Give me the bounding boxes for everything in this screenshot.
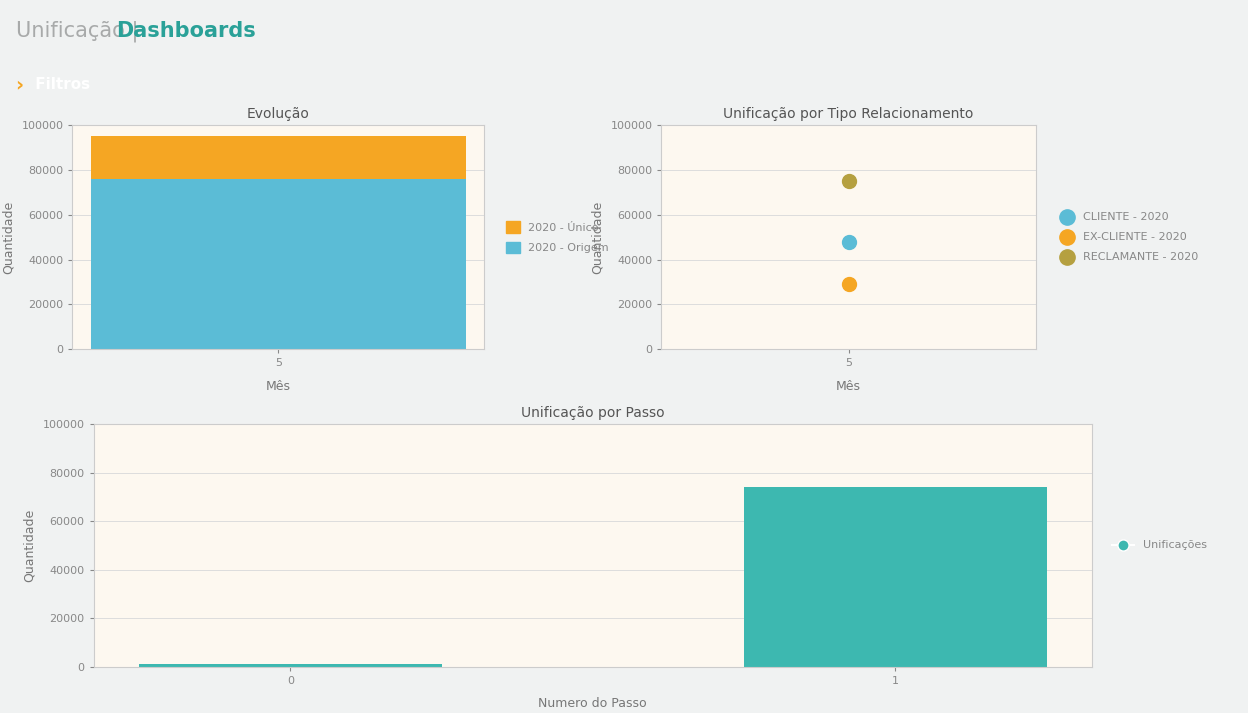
RECLAMANTE - 2020 (839, 175, 859, 187)
Title: Unificação por Tipo Relacionamento: Unificação por Tipo Relacionamento (724, 107, 973, 120)
Bar (744, 487, 1047, 667)
X-axis label: Mês: Mês (836, 379, 861, 393)
Y-axis label: Quantidade: Quantidade (1, 200, 15, 274)
EX-CLIENTE - 2020 (839, 279, 859, 290)
Text: Unificação |: Unificação | (16, 21, 145, 42)
Title: Unificação por Passo: Unificação por Passo (520, 406, 665, 420)
X-axis label: Mês: Mês (266, 379, 291, 393)
Y-axis label: Quantidade: Quantidade (590, 200, 604, 274)
Y-axis label: Quantidade: Quantidade (22, 509, 36, 582)
Title: Evolução: Evolução (247, 107, 310, 120)
Legend: Unificações: Unificações (1107, 536, 1212, 555)
Legend: CLIENTE - 2020, EX-CLIENTE - 2020, RECLAMANTE - 2020: CLIENTE - 2020, EX-CLIENTE - 2020, RECLA… (1056, 212, 1198, 262)
Text: Dashboards: Dashboards (116, 21, 256, 41)
X-axis label: Numero do Passo: Numero do Passo (538, 697, 648, 710)
Bar (139, 664, 442, 667)
Text: Filtros: Filtros (30, 77, 90, 92)
Bar (91, 136, 466, 179)
CLIENTE - 2020 (839, 236, 859, 247)
Bar (91, 179, 466, 349)
Legend: 2020 - Único, 2020 - Origem: 2020 - Único, 2020 - Origem (507, 221, 609, 253)
Text: ›: › (15, 75, 24, 94)
